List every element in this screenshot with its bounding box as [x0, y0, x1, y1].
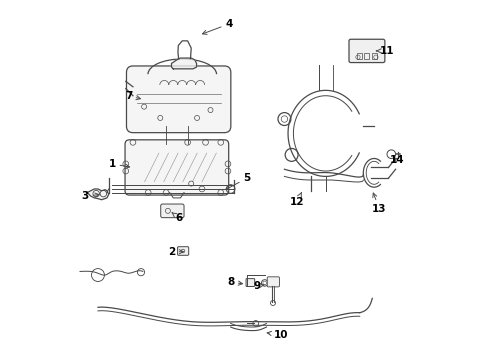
Text: 4: 4	[202, 19, 233, 35]
FancyBboxPatch shape	[161, 204, 184, 218]
FancyBboxPatch shape	[126, 66, 231, 133]
Text: 10: 10	[267, 330, 288, 340]
Text: 6: 6	[172, 213, 182, 222]
Text: 14: 14	[390, 155, 405, 165]
Text: 11: 11	[376, 46, 394, 56]
FancyBboxPatch shape	[177, 247, 189, 255]
Text: 3: 3	[82, 191, 99, 201]
FancyBboxPatch shape	[125, 140, 229, 195]
Text: 7: 7	[125, 91, 141, 101]
Text: 5: 5	[226, 173, 250, 190]
FancyBboxPatch shape	[246, 279, 255, 287]
Text: 8: 8	[227, 277, 243, 287]
Polygon shape	[87, 189, 109, 200]
FancyBboxPatch shape	[349, 39, 385, 63]
FancyBboxPatch shape	[267, 277, 279, 287]
Polygon shape	[172, 58, 196, 69]
Bar	[371, 53, 377, 59]
Text: 2: 2	[168, 247, 183, 257]
Text: 13: 13	[372, 193, 387, 214]
Text: 12: 12	[290, 193, 304, 207]
Text: 9: 9	[254, 281, 264, 291]
Text: 1: 1	[109, 159, 129, 169]
Bar	[365, 53, 369, 59]
Bar	[357, 53, 362, 59]
